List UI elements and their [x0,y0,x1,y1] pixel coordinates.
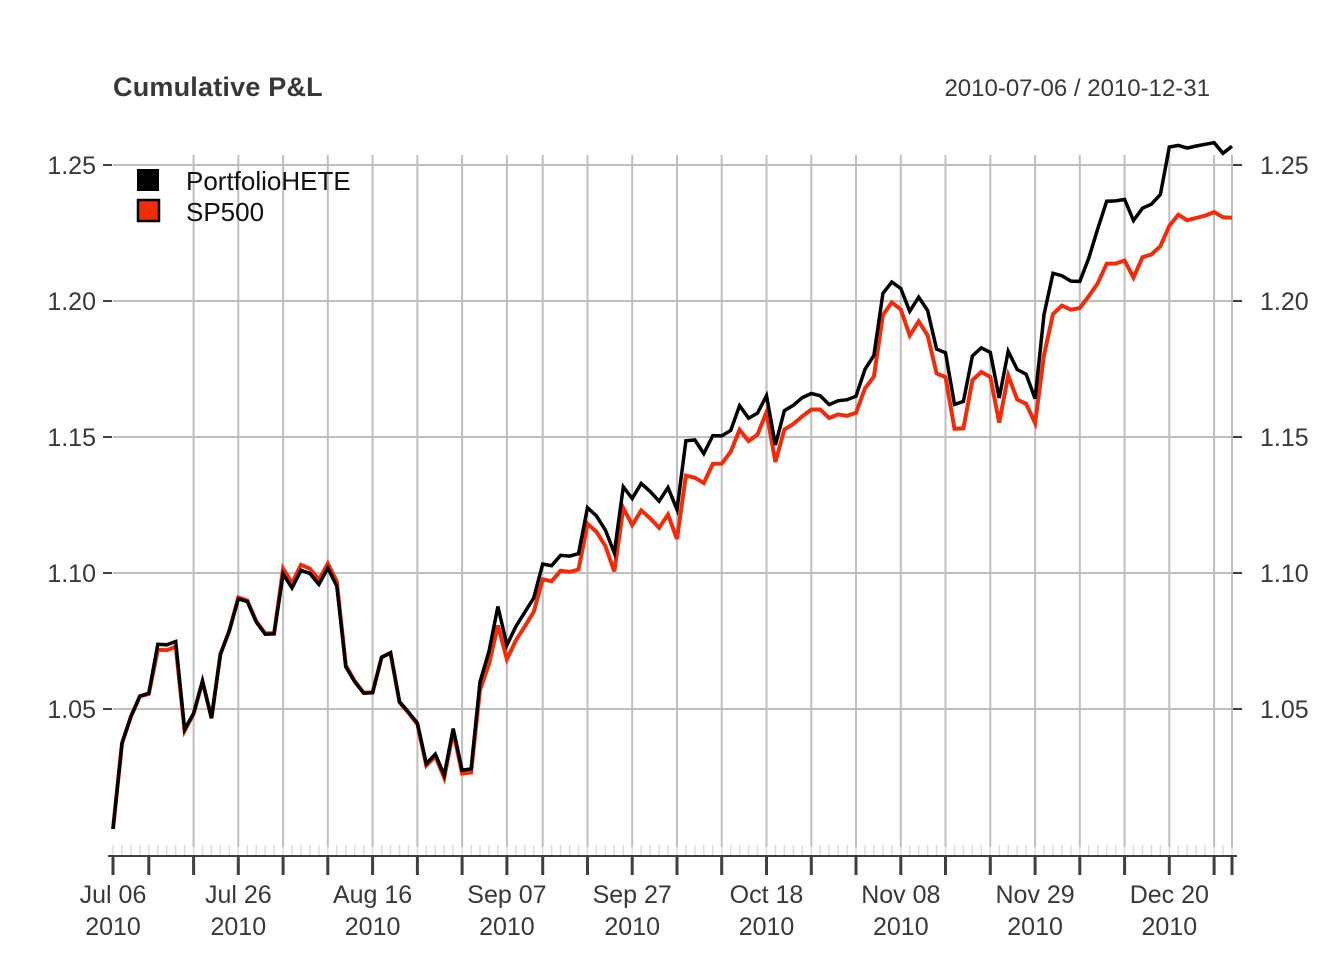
x-axis-labels: Jul 06 2010 Jul 26 2010 Aug 16 2010 Sep 07 2010… [80,881,1209,941]
y-axis-label-right: 1.20 [1260,288,1309,316]
y-axis-label-right: 1.10 [1260,560,1309,588]
legend-swatch-sp500 [136,198,161,223]
x-axis-label: Sep 07 [467,881,546,909]
x-axis-label-year: 2010 [479,913,535,941]
y-axis-label-right: 1.15 [1260,424,1309,452]
series-line-portfoliohete [111,140,1234,830]
y-axis-label-left: 1.25 [47,152,96,180]
y-axis-label-right: 1.05 [1260,696,1309,724]
series-line-sp500 [111,209,1233,830]
x-axis-label-year: 2010 [1141,913,1197,941]
y-axis-label-left: 1.10 [47,560,96,588]
x-axis-label-year: 2010 [873,913,929,941]
horizontal-gridlines: 1.05 1.05 1.10 1.10 1.15 1.15 1.20 1.20 1.25 1.25 [47,152,1308,724]
y-axis-label-left: 1.05 [47,696,96,724]
x-axis-label-year: 2010 [85,913,141,941]
x-axis-label-year: 2010 [604,913,660,941]
vertical-gridlines [192,155,1233,847]
x-axis-label-year: 2010 [210,913,266,941]
y-axis-label-left: 1.20 [47,288,96,316]
y-axis-label-left: 1.15 [47,424,96,452]
chart-title: Cumulative P&L [113,72,323,102]
legend-label-sp500: SP500 [186,197,264,227]
x-axis-label: Nov 29 [995,881,1074,909]
x-axis-label: Nov 08 [861,881,940,909]
x-axis-label: Oct 18 [730,881,804,909]
x-axis [108,855,1237,875]
x-axis-label-year: 2010 [345,913,401,941]
legend-swatch-portfoliohete [137,169,159,191]
x-axis-label: Dec 20 [1130,881,1209,909]
x-axis-minor-ticks [112,845,1233,855]
x-axis-label: Aug 16 [333,881,412,909]
x-axis-label: Jul 06 [80,881,147,909]
y-axis-label-right: 1.25 [1260,152,1309,180]
x-axis-label-year: 2010 [1007,913,1063,941]
x-axis-label-year: 2010 [739,913,795,941]
chart-date-range: 2010-07-06 / 2010-12-31 [944,75,1210,102]
x-axis-label: Sep 27 [593,881,672,909]
x-axis-label: Jul 26 [205,881,272,909]
legend-label-portfoliohete: PortfolioHETE [186,166,351,196]
